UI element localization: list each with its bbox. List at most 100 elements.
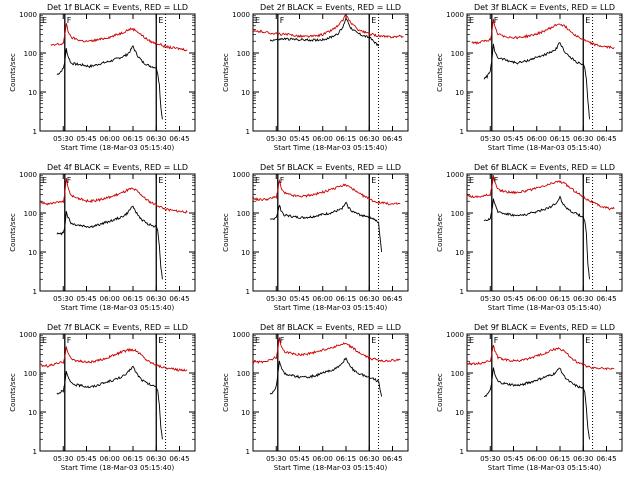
x-tick-label: 06:00: [313, 455, 333, 463]
y-tick-label: 1000: [446, 11, 464, 19]
plot-frame: [252, 13, 409, 132]
x-tick-label: 06:30: [359, 295, 379, 303]
y-axis-label: Counts/sec: [222, 373, 230, 412]
x-tick-label: 06:45: [596, 295, 616, 303]
y-axis-label: Counts/sec: [9, 53, 17, 92]
y-axis-label: Counts/sec: [9, 213, 17, 252]
x-tick-label: 06:30: [146, 135, 166, 143]
panel-title: Det 5f BLACK = Events, RED = LLD: [260, 163, 401, 172]
marker-F: F: [67, 176, 72, 185]
plot-frame: [39, 333, 196, 452]
y-tick-label: 1000: [232, 11, 250, 19]
lld-series-line: [40, 346, 188, 372]
panel-title: Det 4f BLACK = Events, RED = LLD: [47, 163, 188, 172]
plot-frame: [466, 173, 623, 292]
events-series-line: [269, 16, 380, 47]
marker-E-left: E: [469, 176, 474, 185]
marker-F: F: [494, 336, 499, 345]
marker-E-left: E: [42, 336, 47, 345]
panel-title: Det 7f BLACK = Events, RED = LLD: [47, 323, 188, 332]
x-tick-label: 06:30: [359, 455, 379, 463]
marker-E: E: [585, 16, 590, 25]
marker-F: F: [494, 176, 499, 185]
x-tick-label: 06:00: [100, 135, 120, 143]
x-tick-label: 06:00: [100, 455, 120, 463]
lld-series-line: [466, 344, 615, 371]
x-axis-label: Start Time (18-Mar-03 05:15:40): [61, 304, 175, 312]
x-axis-label: Start Time (18-Mar-03 05:15:40): [488, 464, 602, 472]
marker-E-left: E: [42, 16, 47, 25]
y-tick-label: 10: [455, 249, 464, 257]
y-tick-label: 1: [33, 288, 37, 296]
y-tick-label: 1: [246, 288, 250, 296]
marker-E: E: [158, 16, 163, 25]
y-tick-label: 100: [451, 50, 464, 58]
y-tick-label: 100: [24, 210, 37, 218]
x-axis-label: Start Time (18-Mar-03 05:15:40): [488, 304, 602, 312]
x-axis-label: Start Time (18-Mar-03 05:15:40): [274, 464, 388, 472]
panel-9: Det 9f BLACK = Events, RED = LLD 1 10 100 10…: [436, 323, 623, 472]
marker-E: E: [158, 176, 163, 185]
y-tick-label: 10: [28, 249, 37, 257]
y-tick-label: 1000: [19, 331, 37, 339]
x-tick-label: 05:30: [266, 295, 286, 303]
marker-E-left: E: [469, 336, 474, 345]
lld-series-line: [471, 18, 615, 50]
events-series-line: [270, 201, 383, 253]
y-tick-label: 1000: [446, 171, 464, 179]
y-axis-label: Counts/sec: [9, 373, 17, 412]
y-tick-label: 10: [28, 409, 37, 417]
panel-7: Det 7f BLACK = Events, RED = LLD 1 10 100 10…: [9, 323, 196, 472]
y-tick-label: 1: [246, 128, 250, 136]
marker-E-left: E: [255, 336, 260, 345]
y-tick-label: 1000: [232, 171, 250, 179]
x-tick-label: 05:45: [76, 135, 96, 143]
x-tick-label: 06:00: [313, 295, 333, 303]
x-tick-label: 06:15: [123, 455, 143, 463]
x-tick-label: 05:30: [480, 135, 500, 143]
plot-frame: [39, 13, 196, 132]
events-series-line: [484, 367, 590, 440]
x-axis-label: Start Time (18-Mar-03 05:15:40): [61, 144, 175, 152]
x-tick-label: 06:30: [573, 135, 593, 143]
marker-F: F: [280, 16, 285, 25]
plot-frame: [252, 173, 409, 292]
x-tick-label: 06:15: [550, 135, 570, 143]
panel-title: Det 1f BLACK = Events, RED = LLD: [47, 3, 188, 12]
x-tick-label: 06:00: [313, 135, 333, 143]
x-tick-label: 05:45: [76, 455, 96, 463]
x-tick-label: 06:00: [527, 455, 547, 463]
y-tick-label: 100: [451, 370, 464, 378]
y-tick-label: 1: [460, 448, 464, 456]
x-axis-label: Start Time (18-Mar-03 05:15:40): [274, 144, 388, 152]
y-tick-label: 100: [451, 210, 464, 218]
y-axis-label: Counts/sec: [436, 213, 444, 252]
marker-E-left: E: [42, 176, 47, 185]
lld-series-line: [466, 175, 615, 211]
y-tick-label: 100: [237, 210, 250, 218]
panel-1: Det 1f BLACK = Events, RED = LLD 1 10 100 10…: [9, 3, 196, 152]
events-series-line: [56, 205, 163, 280]
x-tick-label: 05:45: [289, 295, 309, 303]
x-axis-label: Start Time (18-Mar-03 05:15:40): [488, 144, 602, 152]
x-tick-label: 05:45: [503, 455, 523, 463]
y-tick-label: 10: [28, 89, 37, 97]
x-tick-label: 05:45: [503, 135, 523, 143]
y-tick-label: 1: [33, 448, 37, 456]
x-tick-label: 06:45: [169, 295, 189, 303]
plot-frame: [39, 173, 196, 292]
x-tick-label: 05:45: [503, 295, 523, 303]
y-tick-label: 10: [455, 89, 464, 97]
x-tick-label: 06:15: [336, 455, 356, 463]
x-tick-label: 06:00: [527, 135, 547, 143]
x-tick-label: 06:45: [169, 455, 189, 463]
y-tick-label: 10: [241, 249, 250, 257]
lld-series-line: [50, 23, 188, 52]
x-tick-label: 05:30: [53, 135, 73, 143]
x-tick-label: 06:45: [382, 135, 402, 143]
y-tick-label: 1000: [19, 171, 37, 179]
y-tick-label: 10: [241, 409, 250, 417]
y-tick-label: 1: [33, 128, 37, 136]
x-tick-label: 06:15: [123, 135, 143, 143]
